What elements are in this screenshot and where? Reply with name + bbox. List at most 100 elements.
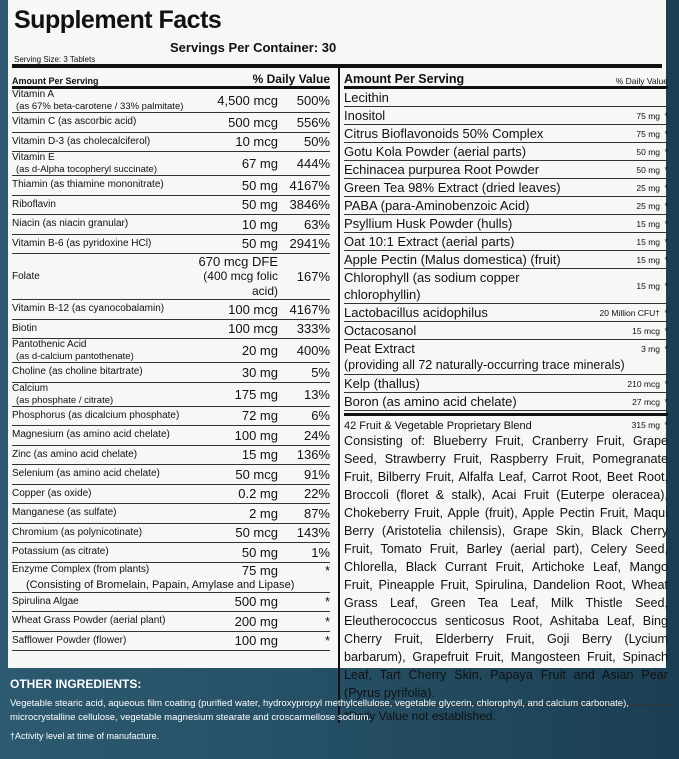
row: Pantothenic Acid (as d-calcium pantothena… xyxy=(12,339,330,363)
nutrient-name: Selenium (as amino acid chelate) xyxy=(12,468,160,480)
col-head: Amount Per Serving xyxy=(344,72,465,86)
dv-value: * xyxy=(664,218,668,229)
row: Vitamin B-6 (as pyridoxine HCl) 50 mg 2941… xyxy=(12,235,330,254)
amount-value: 500 mcg xyxy=(228,114,278,130)
amount: 20 Million CFU† xyxy=(590,308,660,318)
blend-dv: * xyxy=(664,420,668,430)
row: Octacosanol 15 mcg * xyxy=(344,322,668,340)
amount: 50 mg xyxy=(186,178,278,193)
dv-value: * xyxy=(664,236,668,247)
amount: 25 mg xyxy=(590,183,660,193)
daily-value: * xyxy=(660,255,668,265)
daily-value: 63% xyxy=(278,217,330,232)
row: Vitamin D-3 (as cholecalciferol) 10 mcg 50… xyxy=(12,133,330,152)
nutrient-name: Vitamin D-3 (as cholecalciferol) xyxy=(12,135,151,147)
amount-value: 15 mg xyxy=(636,281,660,291)
amount: 500 mcg xyxy=(186,115,278,130)
amount-value: 500 mg xyxy=(234,594,278,610)
daily-value: * xyxy=(660,379,668,389)
dv-value: 13% xyxy=(303,386,330,402)
amount: 50 mcg xyxy=(186,525,278,540)
amount-note: (400 mcg folic acid) xyxy=(203,269,278,298)
nutrient-name: Chlorophyll (as sodium copper chlorophyl… xyxy=(344,270,520,302)
facts-panel: Supplement Facts Servings Per Container:… xyxy=(8,0,668,723)
nutrient-name: Vitamin E xyxy=(12,152,55,163)
row: Green Tea 98% Extract (dried leaves) 25 m… xyxy=(344,179,668,197)
daily-value: 4167% xyxy=(278,178,330,193)
row: Zinc (as amino acid chelate) 15 mg 136% xyxy=(12,446,330,465)
amount: 2 mg xyxy=(186,506,278,521)
nutrient-name: Vitamin C (as ascorbic acid) xyxy=(12,116,137,128)
nutrient-note: (as 67% beta-carotene / 33% palmitate) xyxy=(16,101,184,112)
daily-value: 167% xyxy=(278,269,330,284)
nutrient: Manganese (as sulfate) xyxy=(12,507,186,519)
row: Vitamin A (as 67% beta-carotene / 33% pal… xyxy=(12,89,330,113)
dv-value: * xyxy=(664,200,668,211)
nutrient: Magnesium (as amino acid chelate) xyxy=(12,429,186,441)
row: Vitamin C (as ascorbic acid) 500 mcg 556% xyxy=(12,113,330,133)
dv-value: 5% xyxy=(311,364,330,380)
nutrient-name: Echinacea purpurea Root Powder xyxy=(344,162,540,177)
amount: 50 mg xyxy=(186,545,278,560)
amount: 50 mg xyxy=(186,197,278,212)
dv-value: * xyxy=(664,110,668,121)
nutrient-name: Pantothenic Acid xyxy=(12,339,87,350)
amount-value: 30 mg xyxy=(241,364,278,380)
nutrient-name: Chromium (as polynicotinate) xyxy=(12,526,143,538)
row: PABA (para-Aminobenzoic Acid) 25 mg * xyxy=(344,197,668,215)
nutrient-name: Copper (as oxide) xyxy=(12,487,92,499)
amount: 50 mg xyxy=(186,236,278,251)
dv-value: * xyxy=(664,146,668,157)
footnote: *Daily Value not established. xyxy=(344,709,496,723)
dv-value: * xyxy=(664,307,668,318)
nutrient-name: Lactobacillus acidophilus xyxy=(344,305,488,320)
nutrient: Riboflavin xyxy=(12,199,186,211)
amount-value: 100 mcg xyxy=(228,321,278,337)
daily-value: * xyxy=(660,201,668,211)
amount: 500 mg xyxy=(186,594,278,609)
daily-value: 50% xyxy=(278,134,330,149)
amount-value: 27 mcg xyxy=(632,396,660,407)
dv-value: 22% xyxy=(303,486,330,502)
dv-value: * xyxy=(664,254,668,265)
daily-value: 24% xyxy=(278,428,330,443)
amount-value: 67 mg xyxy=(241,156,278,171)
amount-value: 75 mg xyxy=(636,110,660,121)
rows: Vitamin A (as 67% beta-carotene / 33% pal… xyxy=(12,89,330,651)
dv-head: % Daily Value xyxy=(615,76,668,86)
nutrient-note: (as d-calcium pantothenate) xyxy=(16,351,134,362)
dv-value: 500% xyxy=(296,93,330,108)
amount-value: 15 mcg xyxy=(632,325,660,336)
nutrient-name: Gotu Kola Powder (aerial parts) xyxy=(344,144,527,159)
amount-value: 25 mg xyxy=(636,200,660,211)
rule xyxy=(12,64,662,68)
amount-value: 200 mg xyxy=(234,613,278,629)
nutrient: Psyllium Husk Powder (hulls) xyxy=(344,215,590,232)
row: Enzyme Complex (from plants) 75 mg * (Consi… xyxy=(12,563,330,593)
row: Folate 670 mcg DFE (400 mcg folic acid) 167… xyxy=(12,254,330,300)
daily-value: * xyxy=(660,281,668,291)
dv-value: 556% xyxy=(296,114,330,130)
nutrient-name: Lecithin xyxy=(344,90,389,105)
nutrient-name: Riboflavin xyxy=(12,198,56,210)
amount-value: 50 mcg xyxy=(235,525,278,541)
row: Psyllium Husk Powder (hulls) 15 mg * xyxy=(344,215,668,233)
amount: 50 mg xyxy=(590,147,660,157)
daily-value: 3846% xyxy=(278,197,330,212)
nutrient-name: Choline (as choline bitartrate) xyxy=(12,366,143,378)
serving-size: Serving Size: 3 Tablets xyxy=(14,55,96,64)
amount: 10 mcg xyxy=(186,134,278,149)
servings: Servings Per Container: 30 xyxy=(170,40,337,55)
dv-value: 136% xyxy=(296,447,330,463)
nutrient: Zinc (as amino acid chelate) xyxy=(12,449,186,461)
daily-value: 136% xyxy=(278,447,330,462)
nutrient-name: Magnesium (as amino acid chelate) xyxy=(12,429,170,441)
nutrient-note: (Consisting of Bromelain, Papain, Amylas… xyxy=(26,578,295,591)
daily-value: 22% xyxy=(278,486,330,501)
row: Lecithin xyxy=(344,89,668,107)
nutrient: Phosphorus (as dicalcium phosphate) xyxy=(12,410,186,422)
nutrient: Vitamin D-3 (as cholecalciferol) xyxy=(12,136,186,148)
row: Apple Pectin (Malus domestica) (fruit) 15… xyxy=(344,251,668,269)
amount-value: 75 mg xyxy=(636,128,660,139)
nutrient-name: Green Tea 98% Extract (dried leaves) xyxy=(344,180,561,195)
